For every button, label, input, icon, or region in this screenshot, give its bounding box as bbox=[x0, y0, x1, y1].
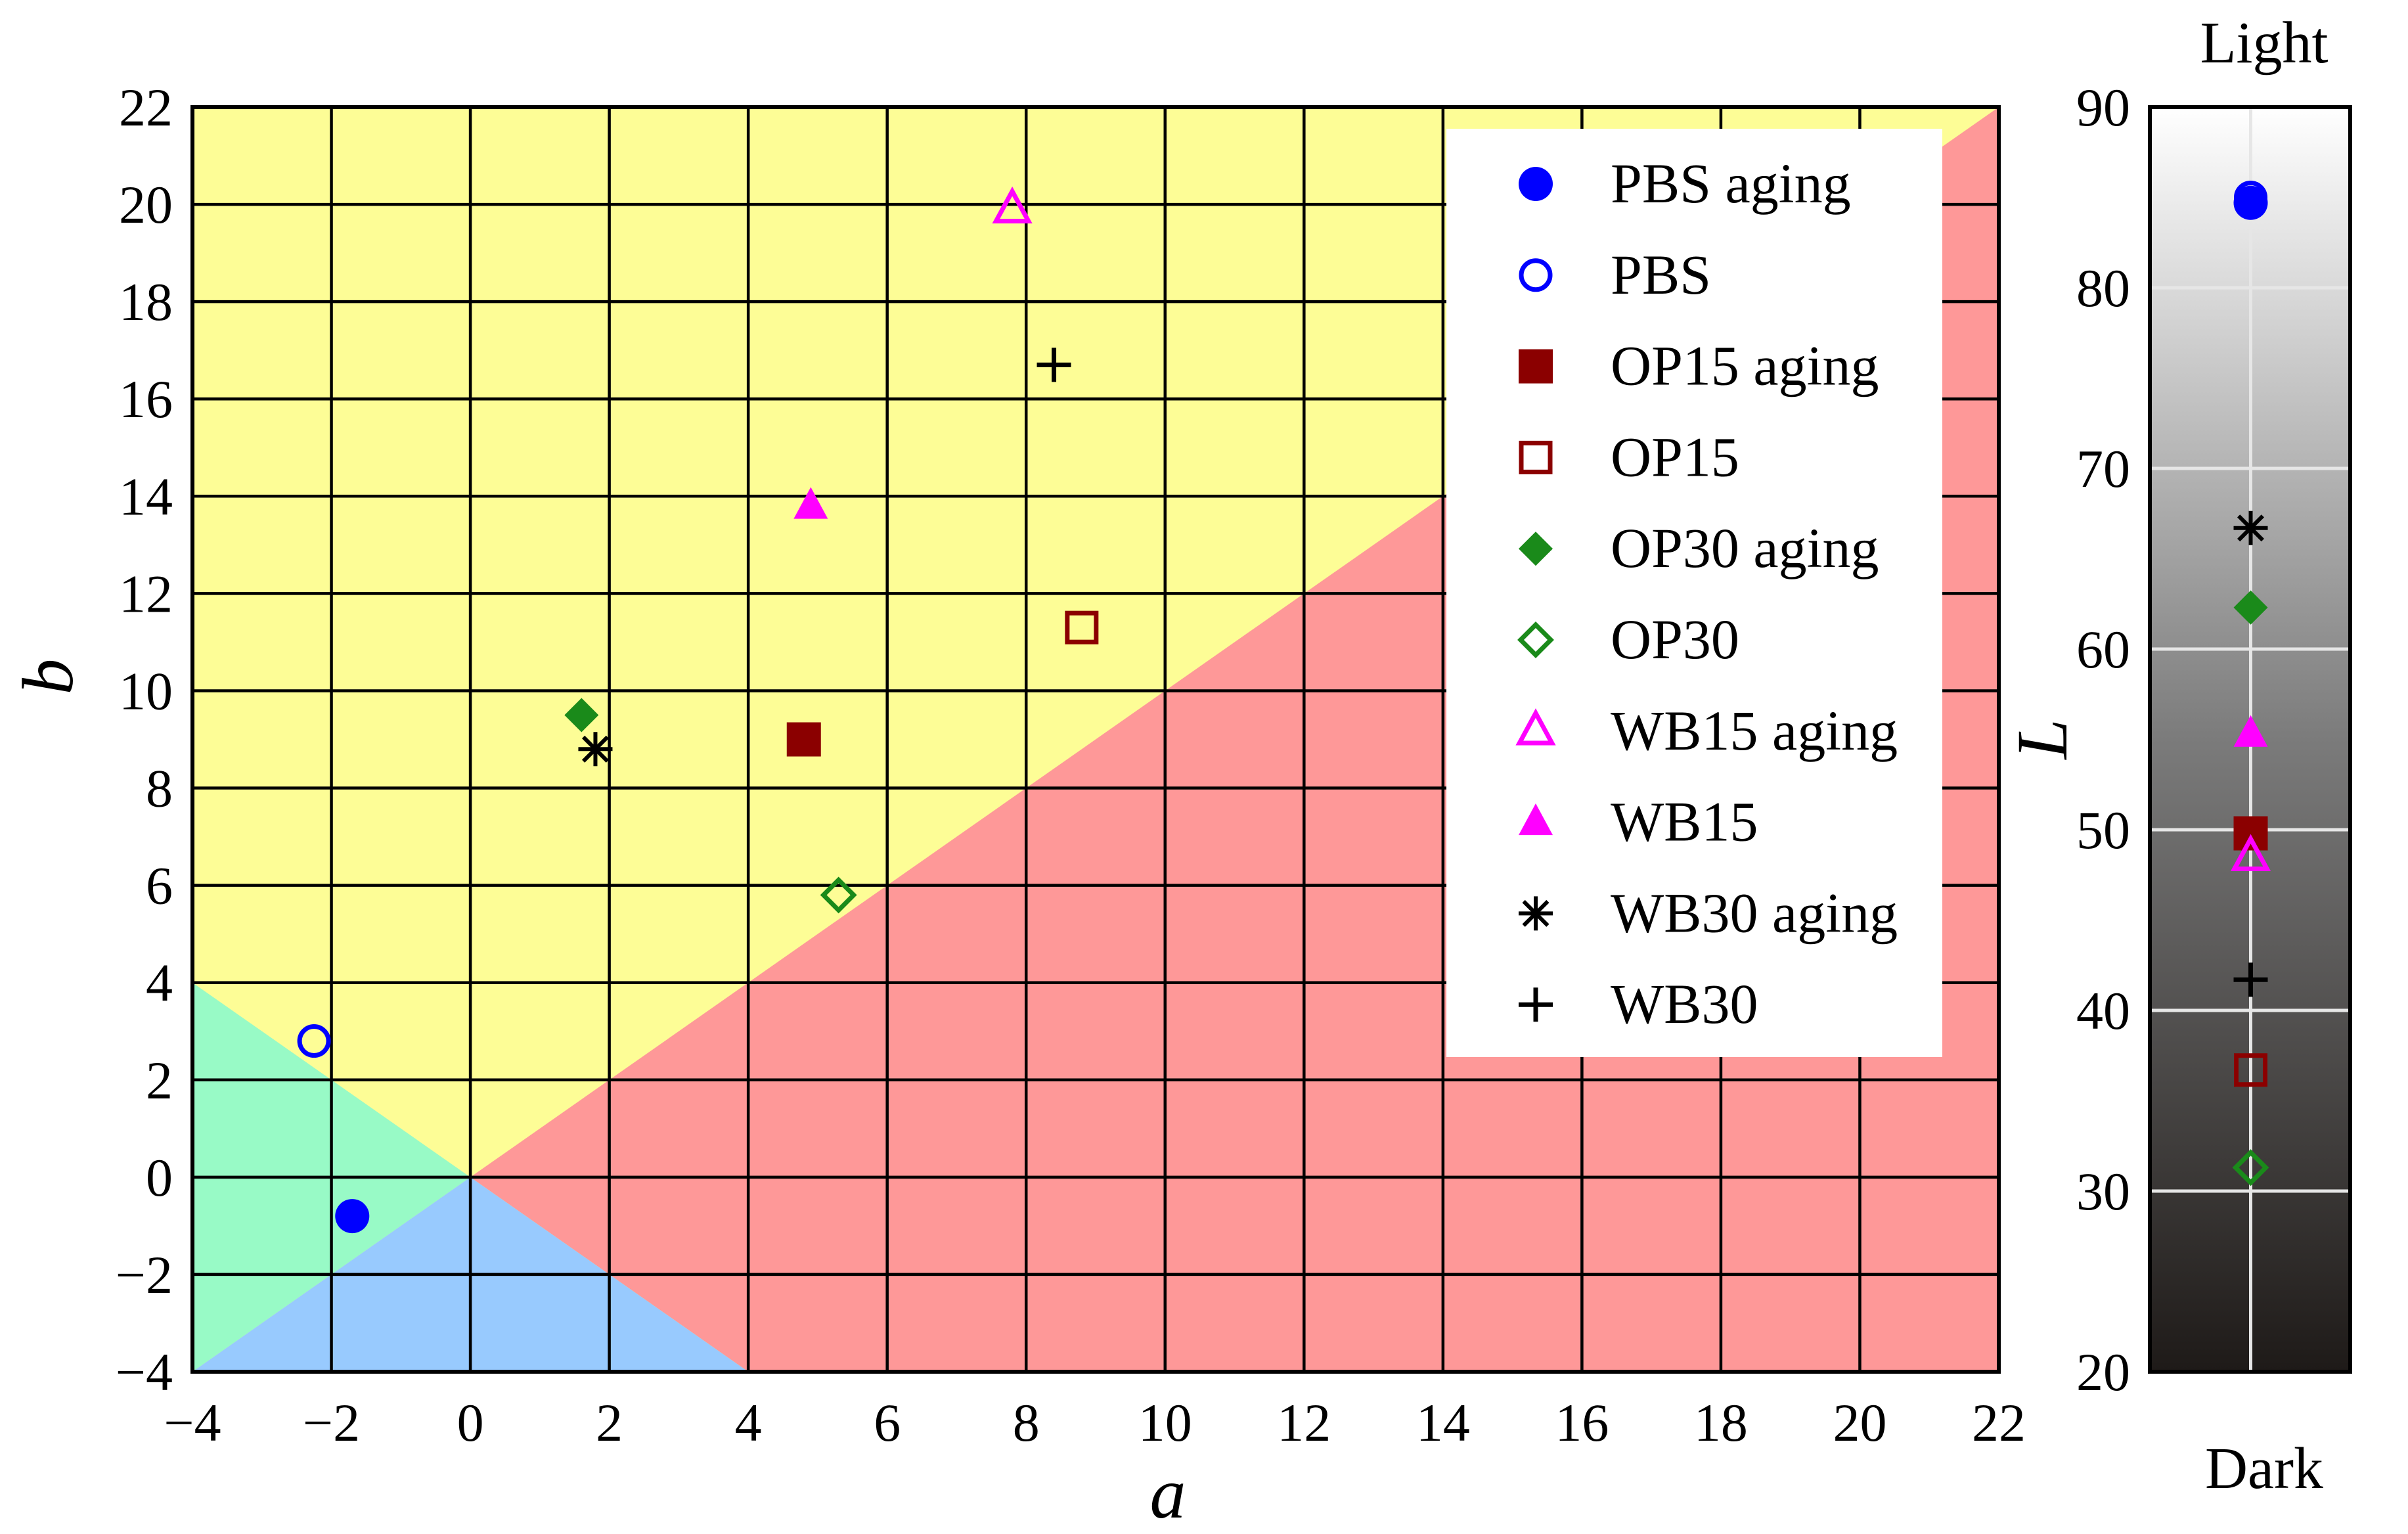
point-op15-aging bbox=[786, 722, 821, 757]
legend-label-wb15: WB15 bbox=[1611, 790, 1758, 853]
y-tick-labels: −4 −2 0 2 4 6 8 10 12 14 16 18 20 22 bbox=[116, 78, 173, 1402]
legend-marker-pbs-aging bbox=[1519, 167, 1553, 201]
light-label: Light bbox=[2200, 11, 2329, 76]
l-tick-labels: 20 30 40 50 60 70 80 90 bbox=[2076, 78, 2130, 1402]
l-plot: 20 30 40 50 60 70 80 90 Light Dark L bbox=[2002, 11, 2352, 1501]
point-wb30 bbox=[1037, 348, 1071, 382]
point-wb15 bbox=[793, 487, 828, 519]
legend-marker-wb30 bbox=[1519, 987, 1553, 1022]
x-tick-label: −2 bbox=[303, 1393, 360, 1453]
y-tick-label: 10 bbox=[119, 661, 173, 721]
l-tick-label: 60 bbox=[2076, 620, 2130, 679]
x-tick-label: 10 bbox=[1138, 1393, 1192, 1453]
l-point-op30 bbox=[2232, 1149, 2269, 1186]
legend-marker-wb30-aging bbox=[1519, 896, 1553, 931]
legend-label-wb30: WB30 bbox=[1611, 972, 1758, 1035]
x-tick-label: 12 bbox=[1277, 1393, 1331, 1453]
ab-plot-frame bbox=[190, 105, 2001, 1374]
y-axis-label: b bbox=[8, 659, 88, 695]
l-tick-label: 30 bbox=[2076, 1162, 2130, 1221]
y-tick-label: 2 bbox=[146, 1050, 173, 1110]
y-tick-label: 4 bbox=[146, 953, 173, 1013]
x-tick-label: 14 bbox=[1416, 1393, 1470, 1453]
legend-label-op15: OP15 bbox=[1611, 425, 1739, 488]
x-tick-label: 6 bbox=[874, 1393, 901, 1453]
x-tick-labels: −4 −2 0 2 4 6 8 10 12 14 16 18 20 22 bbox=[164, 1393, 2026, 1453]
point-pbs bbox=[297, 1024, 331, 1058]
l-point-op15 bbox=[2234, 1053, 2267, 1087]
x-tick-label: 4 bbox=[735, 1393, 762, 1453]
x-tick-label: 8 bbox=[1013, 1393, 1040, 1453]
legend-marker-op30 bbox=[1517, 621, 1554, 658]
point-op30-aging bbox=[564, 698, 599, 733]
y-tick-label: 8 bbox=[146, 759, 173, 819]
y-tick-label: 18 bbox=[119, 272, 173, 332]
l-point-wb15 bbox=[2233, 715, 2268, 747]
y-tick-label: 6 bbox=[146, 856, 173, 916]
legend-marker-wb15 bbox=[1519, 803, 1553, 836]
l-point-op30-aging bbox=[2233, 590, 2268, 625]
legend-label-op30: OP30 bbox=[1611, 608, 1739, 671]
legend-marker-op15-aging bbox=[1519, 349, 1553, 384]
y-tick-label: 22 bbox=[119, 78, 173, 137]
l-point-pbs bbox=[2234, 181, 2267, 214]
legend-label-op15-aging: OP15 aging bbox=[1611, 334, 1879, 397]
l-tick-label: 70 bbox=[2076, 439, 2130, 499]
l-point-op15-aging bbox=[2233, 816, 2268, 851]
dark-label: Dark bbox=[2205, 1436, 2323, 1501]
x-tick-label: −4 bbox=[164, 1393, 221, 1453]
l-tick-label: 90 bbox=[2076, 78, 2130, 137]
y-tick-label: 12 bbox=[119, 564, 173, 623]
legend-marker-pbs bbox=[1519, 258, 1553, 292]
point-op15 bbox=[1065, 610, 1099, 644]
y-tick-label: 14 bbox=[119, 466, 173, 526]
point-pbs-aging bbox=[335, 1199, 370, 1234]
l-tick-label: 80 bbox=[2076, 258, 2130, 318]
x-tick-label: 2 bbox=[596, 1393, 623, 1453]
l-axis-label: L bbox=[2002, 719, 2082, 760]
x-tick-label: 0 bbox=[457, 1393, 484, 1453]
legend-label-wb30-aging: WB30 aging bbox=[1611, 881, 1898, 944]
l-tick-label: 50 bbox=[2076, 800, 2130, 860]
legend-marker-op15 bbox=[1519, 440, 1553, 474]
l-point-wb30-aging bbox=[2233, 510, 2268, 545]
point-op30 bbox=[820, 876, 857, 914]
legend-marker-op30-aging bbox=[1519, 531, 1553, 566]
x-tick-label: 22 bbox=[1972, 1393, 2026, 1453]
ab-plot: −4 −2 0 2 4 6 8 10 12 14 16 18 20 22 −4 −2 0 2 4 6 8 10 12 14 1… bbox=[8, 78, 2026, 1533]
y-tick-label: 0 bbox=[146, 1148, 173, 1207]
l-tick-label: 20 bbox=[2076, 1342, 2130, 1402]
legend-marker-wb15-aging bbox=[1515, 708, 1556, 746]
y-tick-label: −2 bbox=[116, 1245, 173, 1305]
legend-label-pbs-aging: PBS aging bbox=[1611, 152, 1851, 215]
l-point-wb15-aging bbox=[2230, 834, 2271, 871]
ab-data-points bbox=[297, 186, 1099, 1234]
y-tick-label: 20 bbox=[119, 175, 173, 235]
legend-label-pbs: PBS bbox=[1611, 243, 1711, 306]
y-tick-label: 16 bbox=[119, 369, 173, 429]
legend: PBS aging PBS OP15 aging OP15 OP30 aging OP30… bbox=[1446, 129, 1942, 1057]
l-plot-frame bbox=[2148, 105, 2352, 1374]
point-wb15-aging bbox=[992, 186, 1033, 224]
legend-label-op30-aging: OP30 aging bbox=[1611, 516, 1879, 579]
l-point-wb30 bbox=[2233, 962, 2268, 997]
l-data-points bbox=[2230, 181, 2271, 1186]
x-tick-label: 20 bbox=[1833, 1393, 1886, 1453]
x-tick-label: 18 bbox=[1694, 1393, 1748, 1453]
y-tick-label: −4 bbox=[116, 1342, 173, 1402]
x-tick-label: 16 bbox=[1555, 1393, 1609, 1453]
l-tick-label: 40 bbox=[2076, 981, 2130, 1041]
point-wb30-aging bbox=[578, 732, 613, 767]
legend-label-wb15-aging: WB15 aging bbox=[1611, 699, 1898, 762]
x-axis-label: a bbox=[1150, 1453, 1186, 1533]
legend-box bbox=[1446, 129, 1942, 1057]
